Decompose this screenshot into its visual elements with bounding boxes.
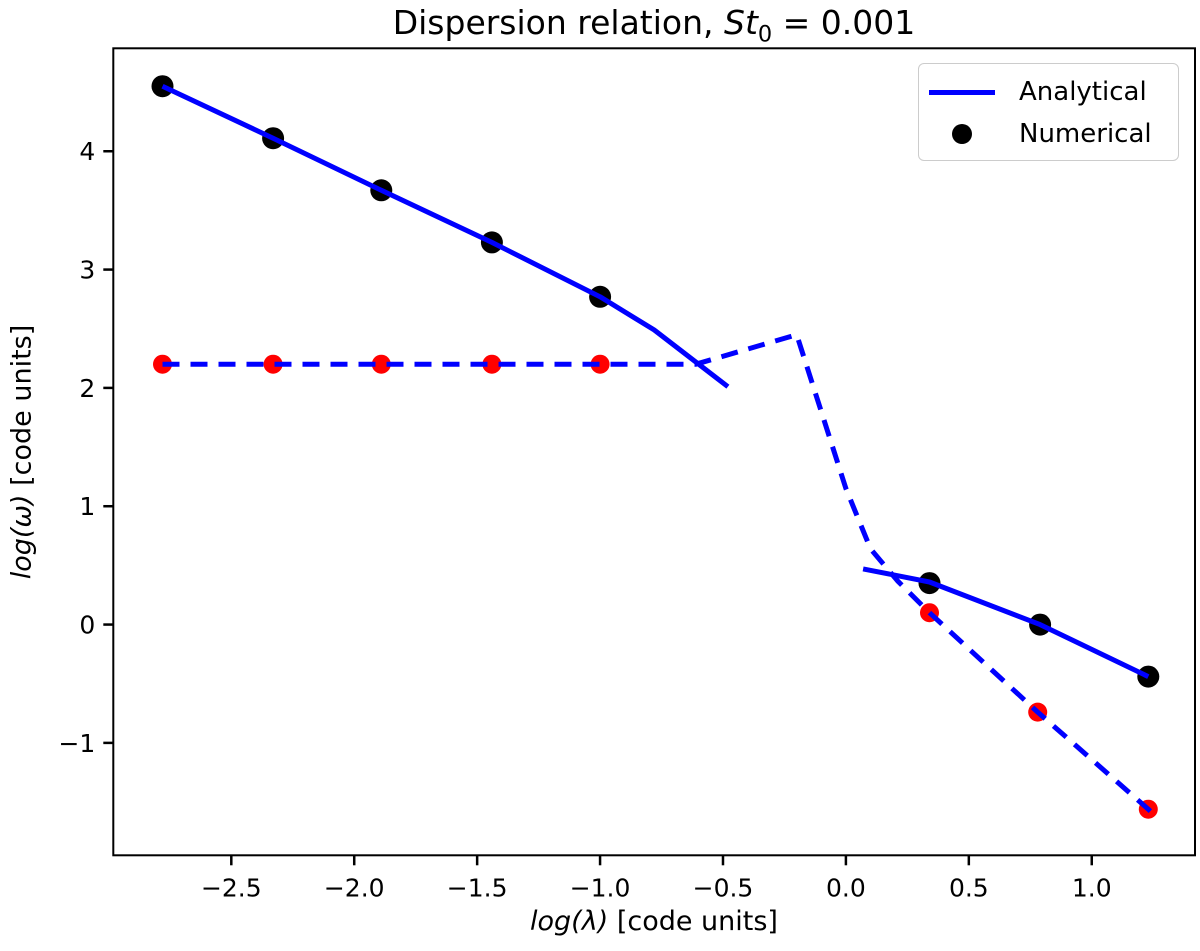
series-line bbox=[162, 332, 1160, 821]
legend: Analytical Numerical bbox=[918, 63, 1179, 161]
x-tick-label: −1.0 bbox=[570, 873, 631, 902]
y-tick-label: 4 bbox=[79, 137, 95, 166]
plot-border bbox=[112, 47, 1196, 857]
title-text: Dispersion relation, bbox=[392, 3, 724, 42]
x-axis-label-units: [code units] bbox=[608, 906, 778, 937]
legend-handle bbox=[929, 89, 995, 95]
data-point bbox=[482, 354, 502, 374]
x-tick-label: −2.0 bbox=[324, 873, 385, 902]
x-axis-label: log(λ) [code units] bbox=[530, 906, 778, 937]
y-tick-label: 0 bbox=[79, 611, 95, 640]
x-tick-label: 0.0 bbox=[826, 873, 866, 902]
series-line bbox=[161, 83, 730, 389]
y-axis-label: log(ω) [code units] bbox=[7, 325, 38, 580]
legend-item-analytical: Analytical bbox=[929, 71, 1178, 113]
data-point bbox=[263, 354, 283, 374]
legend-label-analytical: Analytical bbox=[1019, 77, 1147, 107]
x-tick-label: 0.5 bbox=[949, 873, 989, 902]
legend-label-numerical: Numerical bbox=[1019, 119, 1152, 149]
y-tick-label: −1 bbox=[58, 729, 95, 758]
y-tick-label: 1 bbox=[79, 492, 95, 521]
x-tick-label: −1.5 bbox=[447, 873, 508, 902]
y-tick-label: 2 bbox=[79, 374, 95, 403]
series-line bbox=[862, 566, 1150, 679]
data-point bbox=[371, 354, 391, 374]
chart-title: Dispersion relation, St0 = 0.001 bbox=[393, 3, 916, 48]
legend-line-sample-icon bbox=[929, 89, 995, 95]
legend-dot-sample-icon bbox=[952, 124, 972, 144]
data-point bbox=[590, 354, 610, 374]
x-tick-label: 1.0 bbox=[1072, 873, 1112, 902]
x-axis-label-math: log(λ) bbox=[530, 906, 609, 937]
title-suffix: = 0.001 bbox=[772, 3, 916, 42]
y-axis-label-math: log(ω) bbox=[6, 494, 38, 580]
title-math-var: St bbox=[724, 3, 758, 42]
legend-item-numerical: Numerical bbox=[929, 113, 1178, 155]
x-tick-label: −2.5 bbox=[201, 873, 262, 902]
title-subscript: 0 bbox=[757, 21, 773, 48]
x-tick-label: −0.5 bbox=[693, 873, 754, 902]
legend-handle bbox=[929, 124, 995, 144]
y-axis-label-units: [code units] bbox=[6, 324, 38, 495]
y-tick-label: 3 bbox=[79, 256, 95, 285]
